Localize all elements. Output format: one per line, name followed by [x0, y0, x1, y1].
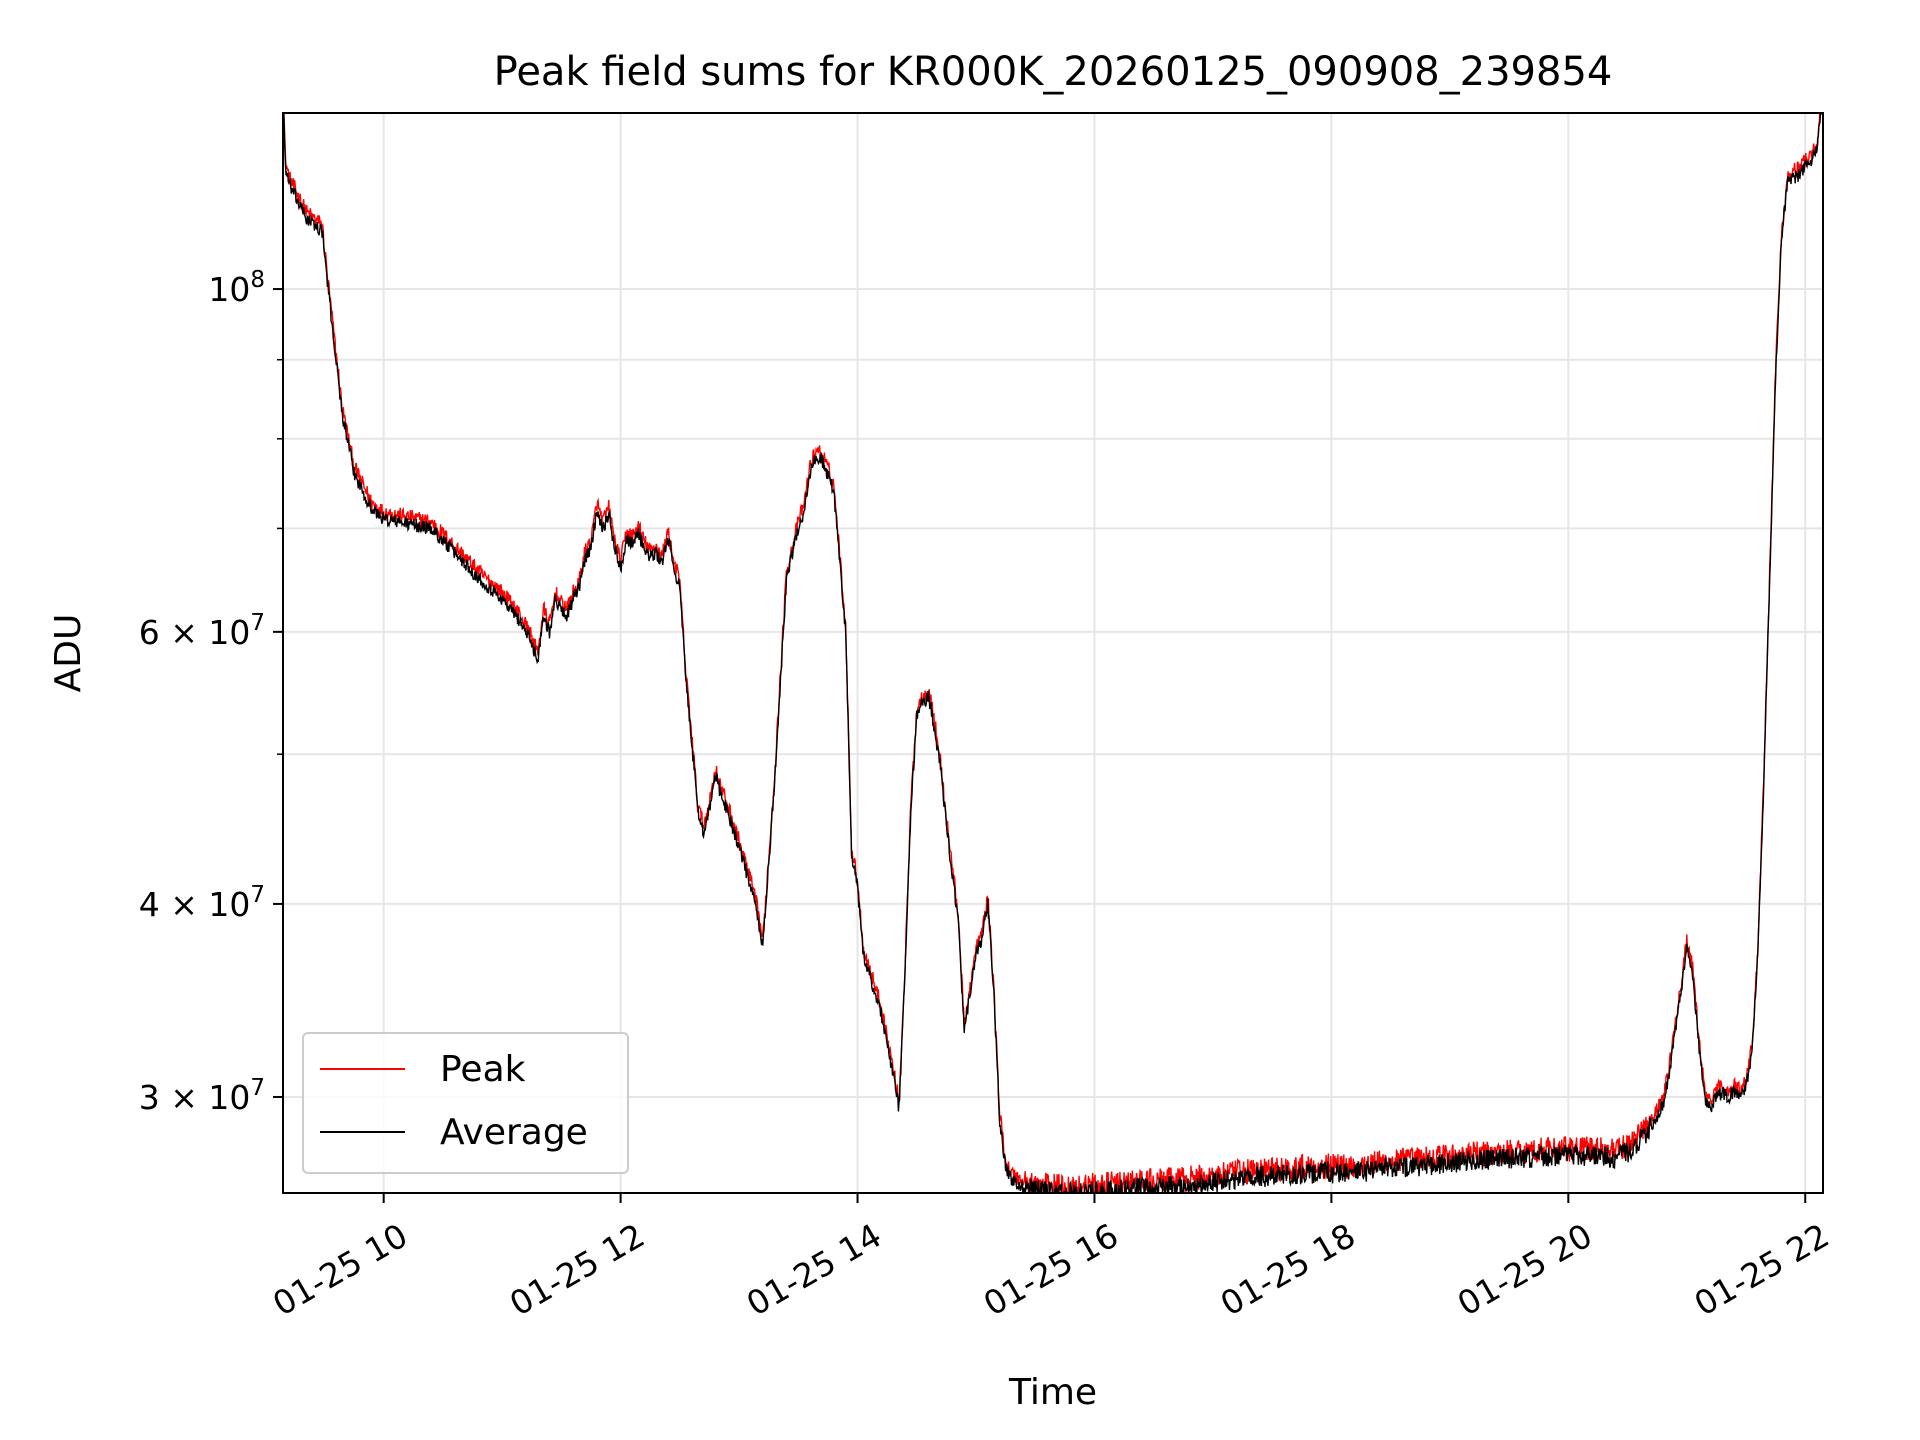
y-axis-label: ADU	[48, 614, 89, 693]
series-line-average	[283, 113, 1823, 1193]
x-axis-label: Time	[1008, 1372, 1097, 1413]
legend-label-average: Average	[440, 1112, 588, 1153]
y-tick-label: 4 × 107	[139, 882, 265, 924]
legend-label-peak: Peak	[440, 1049, 526, 1090]
y-tick-label: 108	[208, 267, 265, 309]
y-tick-label: 6 × 107	[139, 610, 265, 652]
plot-frame	[282, 112, 1824, 1194]
chart-title: Peak field sums for KR000K_20260125_0909…	[494, 49, 1613, 95]
series-layer	[283, 113, 1823, 1193]
y-tick-label: 3 × 107	[139, 1075, 265, 1117]
legend: Peak Average	[302, 1032, 629, 1174]
